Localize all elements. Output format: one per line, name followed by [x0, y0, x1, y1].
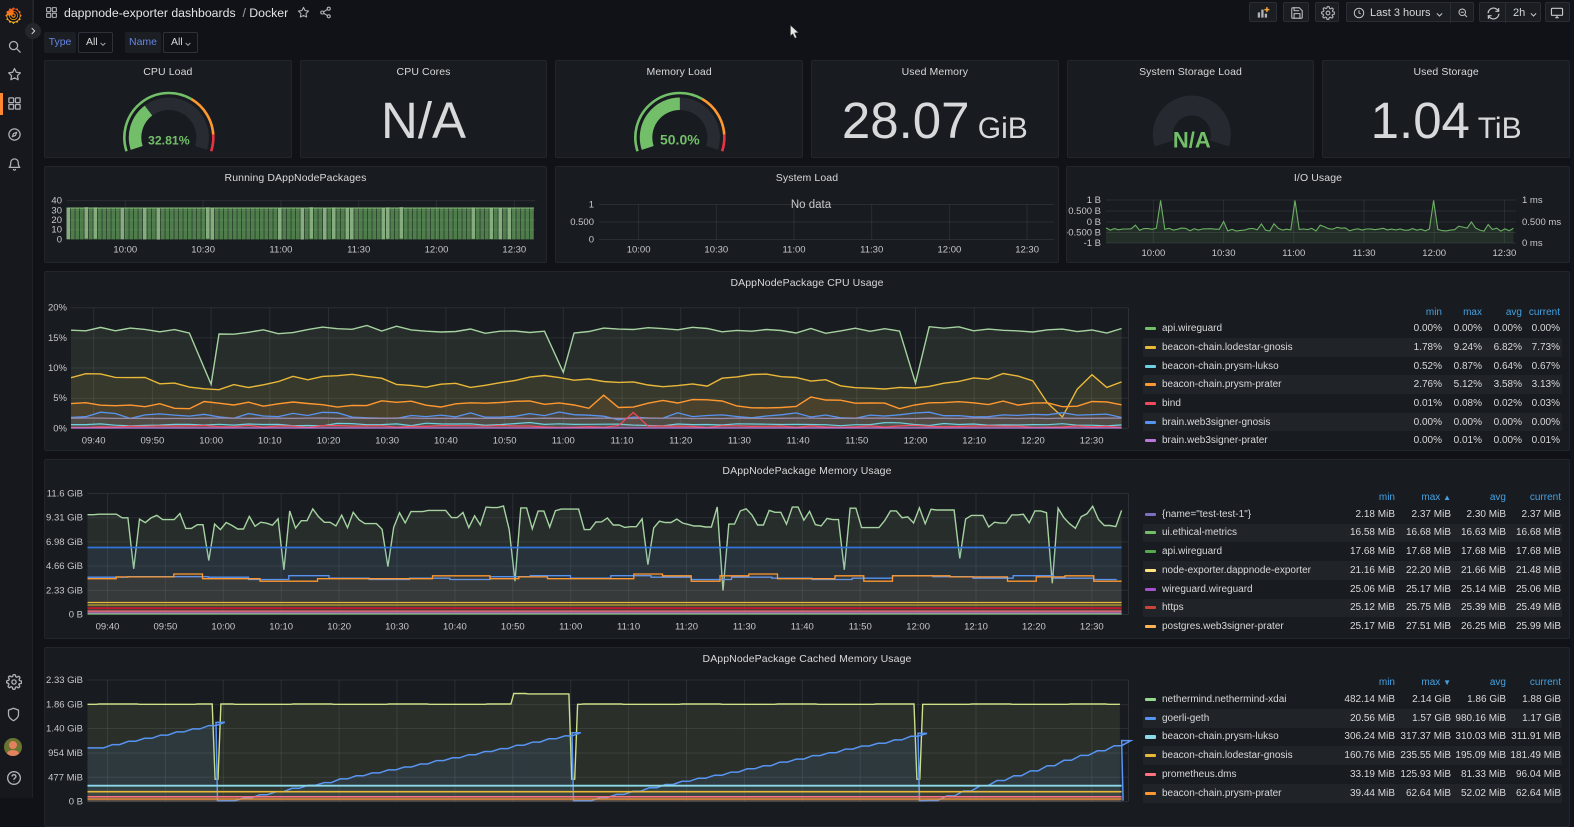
svg-text:10:00: 10:00	[199, 435, 223, 446]
svg-text:11:30: 11:30	[733, 622, 756, 633]
svg-text:12:00: 12:00	[938, 245, 962, 256]
svg-text:-0.500 B: -0.500 B	[1067, 228, 1101, 239]
svg-text:11:00: 11:00	[782, 245, 805, 256]
svg-text:12:10: 12:10	[962, 435, 986, 446]
svg-text:09:40: 09:40	[96, 622, 120, 633]
svg-text:12:00: 12:00	[1422, 248, 1446, 259]
svg-text:0: 0	[57, 234, 62, 245]
svg-text:15%: 15%	[48, 333, 68, 344]
svg-text:0.500 ms: 0.500 ms	[1522, 217, 1561, 228]
svg-text:11:40: 11:40	[791, 622, 814, 633]
svg-text:2.33 GiB: 2.33 GiB	[46, 585, 83, 596]
svg-text:11:40: 11:40	[787, 435, 810, 446]
svg-text:09:40: 09:40	[82, 435, 106, 446]
svg-text:12:30: 12:30	[1080, 435, 1104, 446]
svg-text:20: 20	[51, 215, 62, 226]
svg-text:2.33 GiB: 2.33 GiB	[46, 675, 83, 686]
svg-text:954 MiB: 954 MiB	[48, 748, 83, 759]
svg-text:12:30: 12:30	[1015, 245, 1039, 256]
svg-text:11:00: 11:00	[559, 622, 582, 633]
svg-text:09:50: 09:50	[154, 622, 178, 633]
svg-text:477 MiB: 477 MiB	[48, 772, 83, 783]
svg-text:10:40: 10:40	[443, 622, 467, 633]
svg-text:10:20: 10:20	[327, 622, 351, 633]
svg-text:9.31 GiB: 9.31 GiB	[46, 513, 83, 524]
svg-text:09:50: 09:50	[141, 435, 165, 446]
svg-text:10:00: 10:00	[627, 245, 651, 256]
svg-text:10%: 10%	[48, 363, 68, 374]
svg-text:12:30: 12:30	[1080, 622, 1104, 633]
svg-text:10:40: 10:40	[434, 435, 458, 446]
svg-text:10:00: 10:00	[1142, 248, 1166, 259]
svg-text:10:30: 10:30	[704, 245, 728, 256]
svg-text:0: 0	[589, 235, 594, 246]
svg-text:10:30: 10:30	[375, 435, 399, 446]
svg-text:12:20: 12:20	[1022, 622, 1046, 633]
svg-text:11:50: 11:50	[849, 622, 872, 633]
svg-text:10:00: 10:00	[211, 622, 235, 633]
svg-text:1 ms: 1 ms	[1522, 195, 1543, 206]
svg-text:11:10: 11:10	[610, 435, 633, 446]
svg-text:No data: No data	[791, 199, 832, 211]
svg-text:12:20: 12:20	[1021, 435, 1045, 446]
svg-text:11:30: 11:30	[860, 245, 883, 256]
svg-text:10:10: 10:10	[258, 435, 282, 446]
svg-text:1: 1	[589, 200, 594, 211]
svg-text:12:00: 12:00	[425, 244, 449, 255]
svg-text:0.500 B: 0.500 B	[1068, 206, 1101, 217]
svg-text:1.86 GiB: 1.86 GiB	[46, 700, 83, 711]
svg-text:11:30: 11:30	[1352, 248, 1375, 259]
svg-text:11:20: 11:20	[675, 622, 698, 633]
svg-text:12:30: 12:30	[1493, 248, 1517, 259]
svg-text:0 B: 0 B	[1087, 217, 1101, 228]
svg-text:12:10: 12:10	[964, 622, 988, 633]
svg-text:30: 30	[51, 205, 62, 216]
svg-text:12:00: 12:00	[906, 622, 930, 633]
svg-text:32.81%: 32.81%	[148, 134, 190, 148]
svg-text:11:10: 11:10	[617, 622, 640, 633]
svg-text:11:00: 11:00	[552, 435, 575, 446]
svg-text:0.500: 0.500	[570, 217, 594, 228]
svg-text:11:00: 11:00	[1282, 248, 1305, 259]
svg-text:10:30: 10:30	[385, 622, 409, 633]
svg-text:0 B: 0 B	[69, 610, 83, 621]
svg-text:1.40 GiB: 1.40 GiB	[46, 724, 83, 735]
svg-text:10:50: 10:50	[501, 622, 525, 633]
svg-text:10:50: 10:50	[493, 435, 517, 446]
svg-text:11:00: 11:00	[269, 244, 292, 255]
svg-text:12:00: 12:00	[904, 435, 928, 446]
svg-text:0 B: 0 B	[69, 797, 83, 808]
svg-text:40: 40	[51, 196, 62, 207]
svg-text:11:20: 11:20	[669, 435, 692, 446]
svg-text:10:20: 10:20	[317, 435, 341, 446]
svg-text:10:30: 10:30	[191, 244, 215, 255]
svg-text:11:30: 11:30	[347, 244, 370, 255]
svg-text:11:30: 11:30	[728, 435, 751, 446]
svg-text:50.0%: 50.0%	[660, 132, 700, 148]
svg-text:10:00: 10:00	[113, 244, 137, 255]
svg-text:11:50: 11:50	[845, 435, 868, 446]
svg-text:0 ms: 0 ms	[1522, 238, 1543, 249]
svg-text:4.66 GiB: 4.66 GiB	[46, 561, 83, 572]
svg-text:N/A: N/A	[1173, 128, 1211, 153]
svg-text:1 B: 1 B	[1087, 195, 1101, 206]
svg-text:12:30: 12:30	[502, 244, 526, 255]
svg-text:10: 10	[51, 225, 62, 236]
svg-text:0%: 0%	[53, 423, 67, 434]
svg-text:10:10: 10:10	[269, 622, 293, 633]
svg-text:6.98 GiB: 6.98 GiB	[46, 537, 83, 548]
svg-text:5%: 5%	[53, 393, 67, 404]
svg-text:10:30: 10:30	[1212, 248, 1236, 259]
svg-text:20%: 20%	[48, 303, 68, 314]
svg-text:11.6 GiB: 11.6 GiB	[47, 489, 83, 500]
svg-text:-1 B: -1 B	[1084, 238, 1101, 249]
